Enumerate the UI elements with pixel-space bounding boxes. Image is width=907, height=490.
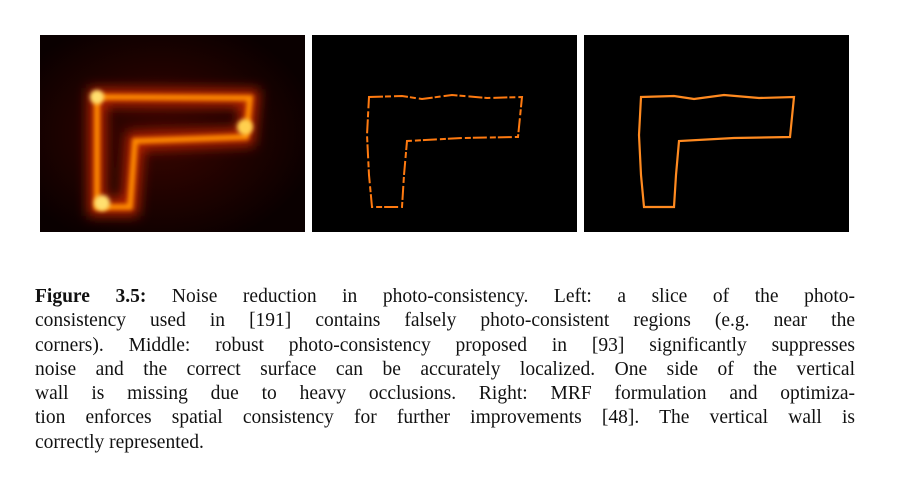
caption-line: corners). Middle: robust photo-consisten…	[35, 334, 855, 356]
middle-image	[312, 35, 577, 232]
left-image	[40, 35, 305, 232]
caption-line: Figure 3.5: Noise reduction in photo-con…	[35, 285, 855, 309]
caption-line: tion enforces spatial consistency for fu…	[35, 407, 855, 429]
caption: Figure 3.5: Noise reduction in photo-con…	[35, 285, 855, 455]
caption-line: wall is missing due to heavy occlusions.…	[35, 383, 855, 405]
caption-line: noise and the correct surface can be acc…	[35, 358, 855, 380]
caption-line: correctly represented.	[35, 431, 204, 453]
caption-text: Noise reduction in photo-consistency. Le…	[171, 286, 855, 307]
right-image	[584, 35, 849, 232]
figure-label: Figure 3.5:	[35, 286, 147, 307]
caption-line: consistency used in [191] contains false…	[35, 310, 855, 332]
